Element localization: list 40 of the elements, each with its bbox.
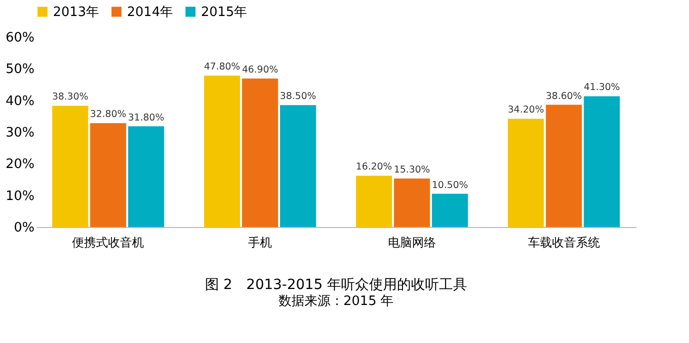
text: 图 2 2013-2015 年听众使用的收听工具 — [204, 277, 468, 293]
data-label: 38.60% — [546, 90, 582, 102]
y-tick-label: 30% — [6, 126, 34, 140]
x-tick-label: 电脑网络 — [388, 236, 436, 250]
bar — [128, 126, 164, 227]
data-label: 38.30% — [52, 92, 88, 103]
legend-label: 2014年 — [127, 4, 174, 20]
data-label: 15.30% — [394, 164, 430, 176]
data-label: 47.80% — [204, 62, 240, 73]
data-label: 16.20% — [356, 162, 392, 173]
bar — [546, 104, 582, 227]
data-label: 34.20% — [508, 104, 544, 116]
bar — [394, 178, 430, 227]
y-tick-label: 50% — [6, 62, 34, 78]
bar — [508, 118, 544, 227]
bar — [204, 76, 240, 227]
data-label: 38.50% — [280, 91, 316, 102]
y-tick-label: 40% — [6, 94, 34, 109]
bar — [280, 105, 316, 227]
x-tick-label: 便携式收音机 — [72, 236, 144, 250]
bar — [356, 176, 392, 227]
legend-label: 2013年 — [53, 4, 100, 20]
bar — [90, 123, 126, 227]
bar — [52, 106, 88, 227]
bar — [584, 96, 620, 227]
y-tick-label: 10% — [6, 188, 34, 204]
x-tick-label: 手机 — [248, 236, 272, 250]
x-tick-label: 车载收音系统 — [528, 236, 600, 250]
y-tick-label: 20% — [6, 157, 34, 172]
data-label: 41.30% — [584, 82, 620, 94]
y-tick-label: 60% — [6, 30, 34, 46]
data-label: 32.80% — [90, 109, 126, 120]
data-label: 46.90% — [242, 64, 278, 76]
y-tick-label: 0% — [14, 220, 34, 236]
source-note: 数据来源：2015 年 — [278, 294, 394, 309]
bar — [242, 78, 278, 227]
legend-label: 2015年 — [201, 4, 248, 20]
data-label: 10.50% — [432, 180, 468, 191]
bar — [432, 194, 468, 227]
data-label: 31.80% — [128, 112, 164, 124]
